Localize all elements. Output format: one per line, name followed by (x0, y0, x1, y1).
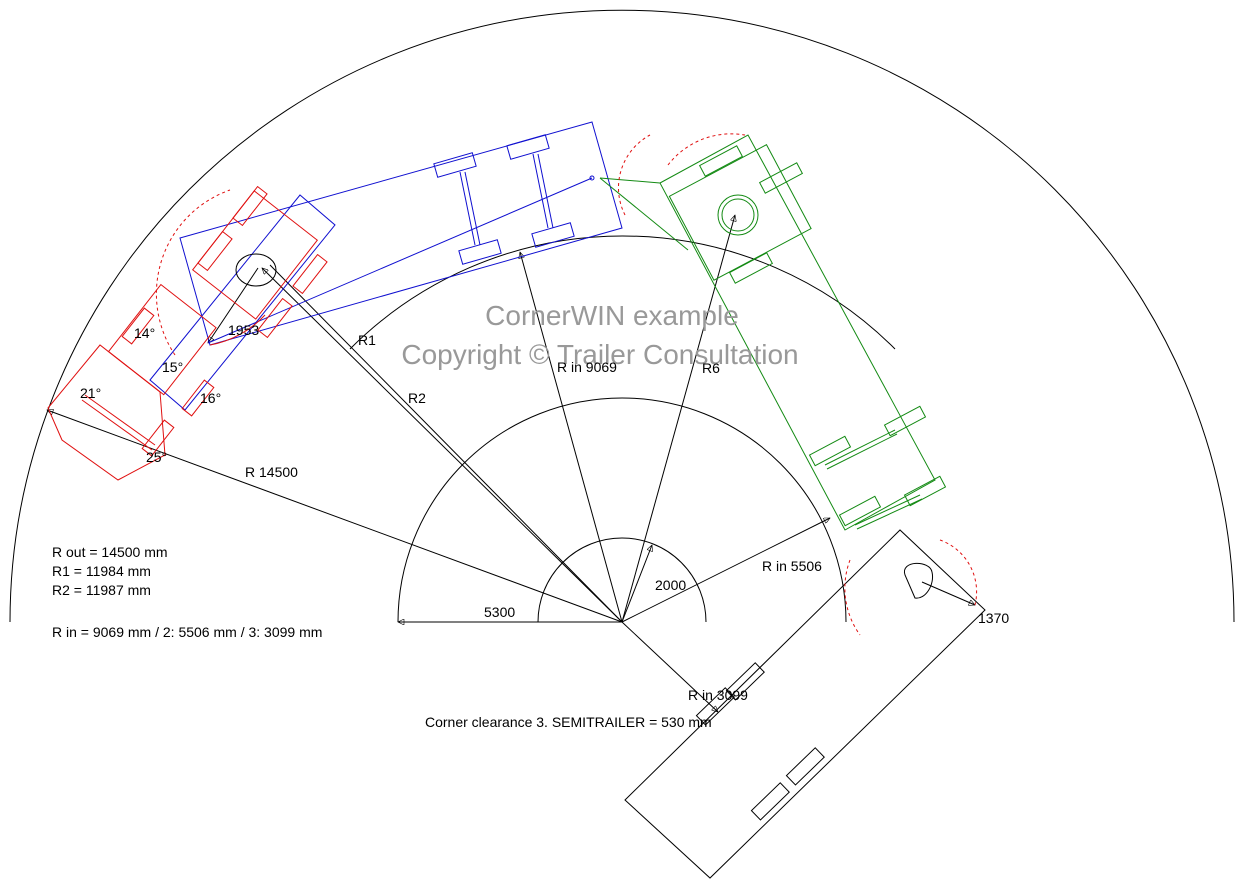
angle-label: 25° (146, 449, 167, 465)
dimension-label: 2000 (655, 577, 686, 593)
diagram: CornerWIN example Copyright © Trailer Co… (0, 0, 1237, 879)
dimension-label: 1370 (978, 610, 1009, 626)
summary-line: R in = 9069 mm / 2: 5506 mm / 3: 3099 mm (52, 624, 322, 640)
trailer-2 (600, 134, 945, 530)
summary: R out = 14500 mm R1 = 11984 mm R2 = 1198… (52, 544, 712, 730)
summary-line: R2 = 11987 mm (52, 582, 151, 598)
dimension-label: 1953 (228, 322, 259, 338)
angle-label: 16° (200, 390, 221, 406)
summary-line: Corner clearance 3. SEMITRAILER = 530 mm (425, 714, 712, 730)
angle-label: 14° (134, 325, 155, 341)
watermark-title: CornerWIN example (485, 300, 739, 331)
dimension-label: R1 (358, 332, 376, 348)
dimension-label: R in 5506 (762, 558, 822, 574)
angle-label: 15° (162, 359, 183, 375)
dimension-label: R6 (702, 360, 720, 376)
angle-label: 21° (80, 385, 101, 401)
dimension-label: R 14500 (245, 464, 298, 480)
summary-line: R out = 14500 mm (52, 544, 168, 560)
dimension-label: R in 3099 (688, 687, 748, 703)
summary-line: R1 = 11984 mm (52, 563, 151, 579)
dimension-label: R2 (408, 390, 426, 406)
dimension-label: R in 9069 (557, 359, 617, 375)
dimension-label: 5300 (484, 604, 515, 620)
